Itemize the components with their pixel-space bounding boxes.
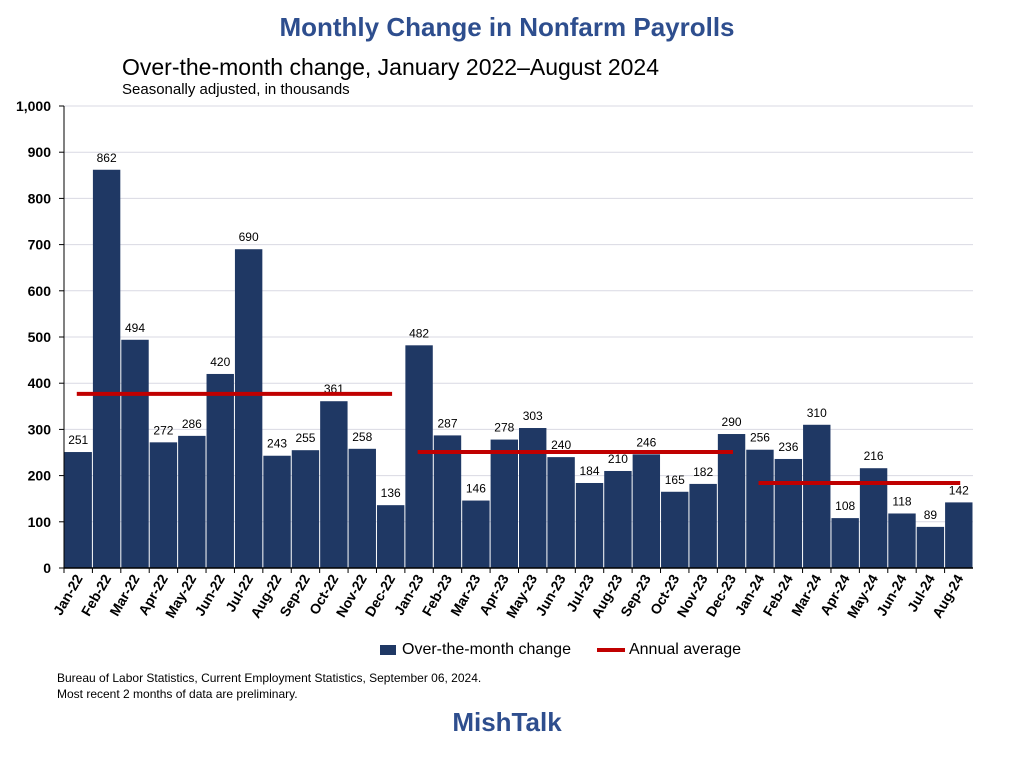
bar	[121, 339, 149, 568]
bar-value-label: 287	[437, 416, 457, 430]
bar-value-label: 258	[352, 430, 372, 444]
bar-value-label: 255	[295, 431, 315, 445]
bar	[376, 505, 405, 568]
y-tick-label: 900	[28, 144, 52, 160]
bar	[717, 434, 746, 568]
bar	[831, 518, 859, 568]
bar-value-label: 251	[68, 433, 88, 447]
bar	[632, 454, 661, 568]
bar	[604, 470, 632, 568]
bar	[234, 249, 263, 568]
bar-value-label: 142	[949, 483, 969, 497]
bar	[263, 455, 291, 568]
legend-swatch-average	[596, 648, 625, 652]
bar	[433, 435, 462, 568]
y-tick-label: 700	[28, 237, 52, 253]
bar	[916, 526, 945, 568]
y-tick-label: 100	[28, 514, 52, 530]
bar-value-label: 482	[409, 326, 429, 340]
chart-title: Monthly Change in Nonfarm Payrolls	[279, 12, 735, 42]
source-note: Bureau of Labor Statistics, Current Empl…	[57, 670, 481, 702]
bar	[490, 439, 518, 568]
bar	[348, 448, 376, 568]
units-note: Seasonally adjusted, in thousands	[122, 81, 350, 98]
bar-value-label: 136	[381, 486, 401, 500]
bar	[945, 502, 973, 568]
bar-value-label: 278	[494, 421, 514, 435]
bar-value-label: 420	[210, 355, 230, 369]
y-tick-label: 0	[43, 560, 51, 576]
bar-value-label: 89	[924, 508, 938, 522]
bar-chart: 0 100 200 300 400 500 600 700 800 900 1,000 251 862 4…	[16, 98, 973, 621]
legend: Over-the-month change Annual average	[380, 641, 767, 659]
bar	[178, 435, 206, 568]
legend-label-average: Annual average	[628, 641, 742, 658]
bar-value-label: 108	[835, 499, 855, 513]
bar	[405, 345, 433, 568]
bar	[774, 458, 803, 568]
y-tick-label: 600	[28, 283, 52, 299]
bar-value-label: 182	[693, 465, 713, 479]
bar	[661, 491, 689, 568]
bar-value-label: 690	[239, 230, 259, 244]
bar-value-label: 240	[551, 438, 571, 452]
bar-value-label: 310	[807, 406, 827, 420]
bar-value-label: 118	[892, 494, 911, 508]
bar-value-label: 146	[466, 482, 486, 496]
bar-value-label: 216	[864, 449, 884, 463]
y-tick-label: 500	[28, 329, 52, 345]
y-tick-label: 800	[28, 190, 52, 206]
bar	[746, 449, 774, 568]
chart-subtitle: Over-the-month change, January 2022–Augu…	[122, 54, 660, 80]
bar	[92, 169, 121, 569]
bar-value-label: 286	[182, 417, 202, 431]
bar-value-label: 290	[722, 415, 742, 429]
bar	[291, 450, 320, 568]
bar-value-label: 494	[125, 321, 145, 335]
bar	[575, 482, 604, 568]
legend-item-bars: Over-the-month change	[380, 641, 571, 659]
source-line-1: Bureau of Labor Statistics, Current Empl…	[57, 671, 482, 685]
bar-value-label: 256	[750, 431, 770, 445]
bar	[64, 452, 92, 568]
bar	[888, 513, 916, 568]
bar-value-label: 246	[636, 435, 656, 449]
y-tick-label: 300	[28, 421, 52, 437]
bar	[689, 483, 717, 568]
bar	[149, 442, 178, 568]
bar-value-label: 210	[608, 452, 628, 466]
bar-value-label: 243	[267, 437, 287, 451]
bar	[547, 457, 575, 568]
bar-value-label: 165	[665, 473, 685, 487]
bar-value-label: 236	[778, 440, 798, 454]
legend-item-average: Annual average	[596, 641, 742, 659]
legend-label-bars: Over-the-month change	[402, 641, 571, 658]
source-line-2: Most recent 2 months of data are prelimi…	[57, 687, 298, 701]
legend-swatch-bars	[380, 645, 396, 655]
bar	[206, 373, 234, 568]
y-tick-label: 200	[28, 468, 52, 484]
bar-value-label: 303	[523, 409, 543, 423]
bar	[320, 401, 348, 568]
y-tick-label: 1,000	[16, 98, 51, 114]
bar	[519, 428, 547, 568]
y-tick-label: 400	[28, 375, 52, 391]
bar-value-label: 272	[153, 423, 173, 437]
bar	[462, 500, 490, 568]
bar	[803, 424, 831, 568]
bar-value-label: 862	[97, 151, 117, 165]
brand-footer: MishTalk	[452, 707, 562, 737]
bar-value-label: 184	[580, 464, 600, 478]
